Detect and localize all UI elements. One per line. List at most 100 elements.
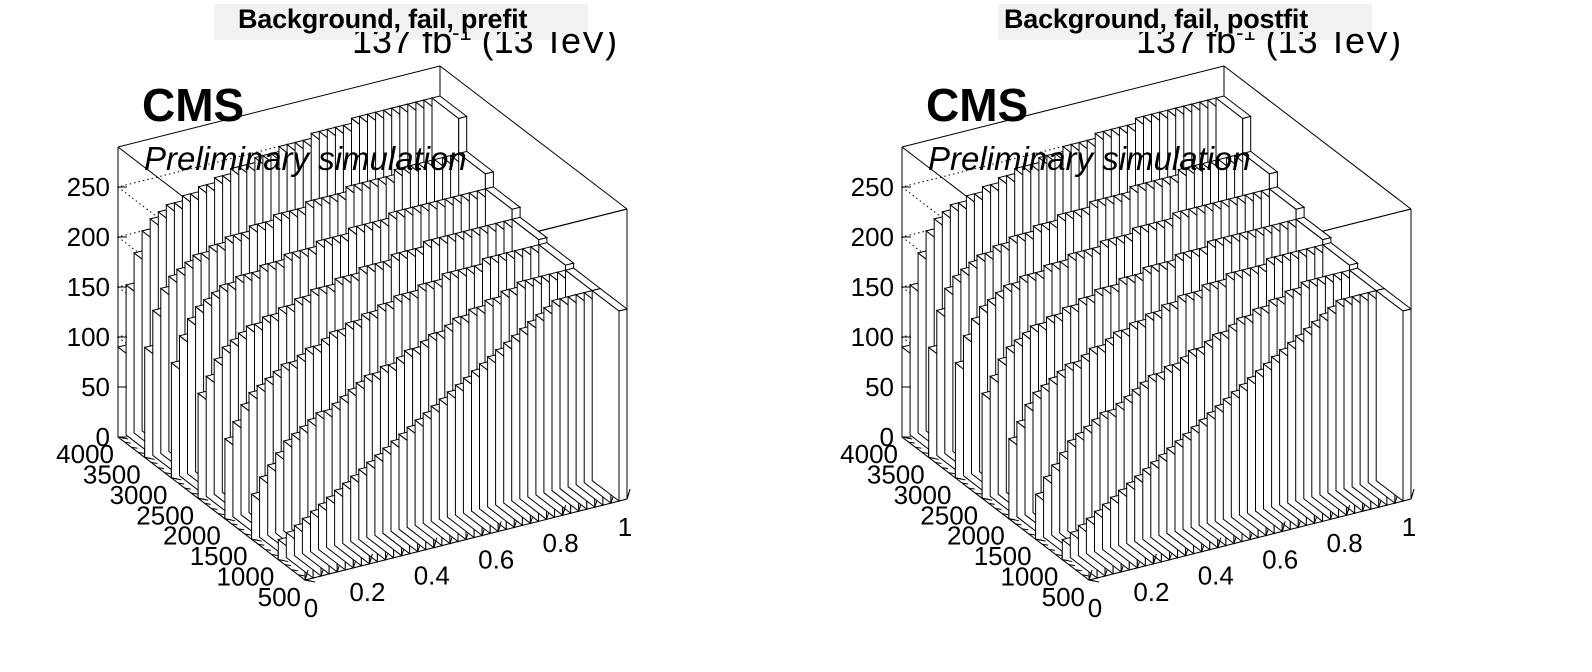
y-minor-tick (955, 477, 962, 480)
x-minor-tick (546, 513, 549, 520)
y-tick-label: 4000 (840, 439, 898, 469)
x-minor-tick (368, 557, 372, 564)
z-tick-label: 100 (851, 322, 894, 352)
cms-label: CMS (142, 79, 245, 131)
y-tick-label: 1500 (190, 541, 248, 571)
x-tick-label: 0.6 (1262, 544, 1298, 574)
y-minor-tick (124, 441, 131, 444)
preliminary-label: Preliminary simulation (928, 140, 1251, 177)
bar-face (1375, 289, 1404, 503)
chart-canvas-prefit: 05010015020025000.20.40.60.8150010001500… (56, 65, 632, 623)
x-minor-tick (320, 569, 324, 577)
x-minor-tick (449, 537, 453, 544)
x-minor-tick (562, 509, 566, 516)
y-minor-tick (975, 492, 982, 495)
x-tick-label: 0.8 (1327, 528, 1363, 558)
chart-title: Background, fail, postfit (1004, 4, 1309, 34)
y-minor-tick (1002, 513, 1009, 516)
x-minor-tick (1378, 500, 1382, 508)
x-minor-tick (578, 504, 582, 512)
y-tick-label: 3500 (83, 459, 141, 489)
title-background (214, 4, 588, 40)
x-minor-tick (626, 492, 630, 500)
y-tick-label: 4000 (56, 439, 114, 469)
y-minor-tick (244, 533, 251, 536)
bars (116, 95, 629, 582)
x-minor-tick (1201, 545, 1205, 552)
axis-labels: 05010015020025000.20.40.60.8150010001500… (56, 172, 632, 623)
z-tick-label: 250 (67, 172, 110, 202)
chart-canvas-postfit: 05010015020025000.20.40.60.8150010001500… (840, 65, 1416, 623)
x-minor-tick (465, 533, 469, 540)
y-minor-tick (211, 508, 218, 510)
x-minor-tick (1410, 492, 1414, 500)
x-minor-tick (1217, 541, 1221, 548)
z-tick-label: 50 (865, 372, 894, 402)
x-minor-tick (1297, 521, 1301, 528)
chart-panel-prefit: 0 50 100 150 200 250 0 0.2 0.4 0.6 0.8 1 500 1000 1500… (0, 0, 784, 672)
x-minor-tick (1394, 496, 1398, 504)
y-minor-tick (962, 482, 969, 485)
frame-edge (901, 65, 1225, 148)
chart-panel-postfit: 0 50 100 150 200 250 0 0.2 0.4 0.6 0.8 1 500 1000 1500… (784, 0, 1568, 672)
y-minor-tick (171, 477, 178, 480)
y-minor-tick (191, 492, 198, 495)
y-tick-label: 2000 (163, 521, 221, 551)
y-minor-tick (995, 508, 1002, 510)
x-minor-tick (1362, 504, 1366, 512)
x-minor-tick (1104, 569, 1108, 577)
y-minor-tick (151, 462, 158, 465)
x-minor-tick (304, 573, 308, 581)
y-minor-tick (251, 538, 258, 541)
y-minor-tick (144, 456, 151, 459)
x-tick-label: 0.2 (349, 577, 385, 607)
y-minor-tick (1088, 579, 1096, 582)
x-minor-tick (352, 561, 356, 569)
x-minor-tick (513, 521, 517, 528)
x-minor-tick (401, 549, 405, 556)
y-minor-tick (915, 446, 922, 449)
bar-face (591, 289, 620, 503)
y-minor-tick (1015, 523, 1022, 526)
y-minor-tick (291, 569, 298, 572)
y-minor-tick (935, 462, 942, 465)
y-minor-tick (258, 543, 265, 546)
z-tick-label: 200 (67, 222, 110, 252)
y-minor-tick (1075, 569, 1082, 572)
x-minor-tick (1169, 553, 1172, 560)
y-minor-tick (1022, 528, 1029, 531)
y-minor-tick (988, 502, 995, 505)
x-tick-label: 0.4 (1198, 561, 1234, 591)
y-tick-label: 1000 (1000, 562, 1058, 592)
y-minor-tick (117, 436, 125, 439)
y-minor-tick (921, 451, 929, 454)
y-minor-tick (1068, 564, 1076, 567)
y-minor-tick (137, 451, 145, 454)
x-minor-tick (1233, 537, 1237, 544)
z-tick-label: 250 (851, 172, 894, 202)
axis-labels: 05010015020025000.20.40.60.8150010001500… (840, 172, 1416, 623)
y-minor-tick (198, 497, 205, 500)
y-minor-tick (901, 436, 909, 439)
lumi-label: 137 fb-1 (13 TeV) (1136, 20, 1402, 61)
chart-title: Background, fail, prefit (238, 4, 528, 34)
y-minor-tick (928, 456, 935, 459)
y-minor-tick (298, 574, 305, 577)
cms-label: CMS (926, 79, 1029, 131)
x-minor-tick (336, 565, 340, 573)
y-minor-tick (982, 497, 989, 500)
x-minor-tick (1120, 565, 1124, 573)
y-minor-tick (264, 548, 272, 551)
lumi-label: 137 fb-1 (13 TeV) (352, 20, 618, 61)
bar-face (1402, 308, 1412, 502)
x-minor-tick (385, 553, 388, 560)
y-minor-tick (184, 487, 191, 490)
z-tick-label: 50 (81, 372, 110, 402)
x-tick-label: 0 (1088, 593, 1102, 623)
bar-750-39 (591, 288, 629, 503)
z-tick-label: 200 (851, 222, 894, 252)
y-minor-tick (164, 472, 171, 475)
y-minor-tick (1062, 559, 1069, 562)
y-minor-tick (1048, 548, 1056, 551)
x-tick-label: 1 (1402, 512, 1416, 542)
